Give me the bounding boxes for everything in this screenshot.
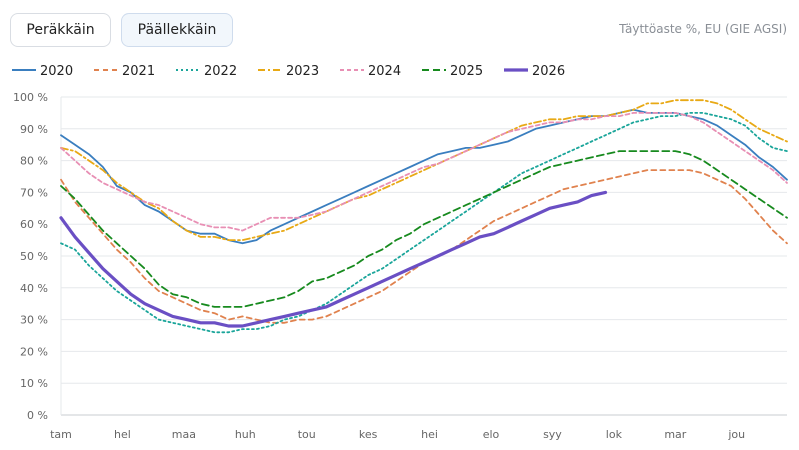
series-line-2025: [60, 150, 788, 308]
legend-label: 2022: [204, 64, 237, 79]
legend-item-2021: 2021: [94, 64, 155, 79]
x-tick-label: syy: [543, 428, 562, 441]
legend-item-2022: 2022: [176, 64, 237, 79]
series-line-2024: [60, 112, 788, 232]
x-tick-label: maa: [172, 428, 196, 441]
y-tick-label: 80 %: [20, 155, 48, 168]
legend-item-2026: 2026: [504, 64, 565, 79]
tab-paallekkain[interactable]: Päällekkäin: [121, 13, 233, 47]
chart-series: [59, 99, 788, 334]
series-line-2026: [59, 190, 608, 328]
chart-grid: [60, 96, 787, 416]
legend-label: 2025: [450, 64, 483, 79]
y-tick-label: 30 %: [20, 314, 48, 327]
series-line-2023: [60, 99, 788, 241]
y-axis: 0 % 10 % 20 % 30 % 40 % 50 % 60 % 70 % 80 % 90 % 1…: [13, 91, 48, 422]
x-tick-label: tou: [298, 428, 316, 441]
y-tick-label: 0 %: [27, 409, 48, 422]
y-tick-label: 40 %: [20, 282, 48, 295]
legend-item-2025: 2025: [422, 64, 483, 79]
x-tick-label: hel: [114, 428, 131, 441]
x-tick-label: tam: [50, 428, 72, 441]
x-tick-label: elo: [483, 428, 500, 441]
y-tick-label: 90 %: [20, 123, 48, 136]
line-chart: 2020 2021 2022 2023 2024 2025 2026 0 % 10 % 20 %…: [12, 64, 788, 441]
series-line-2021: [60, 169, 788, 324]
series-line-2022: [60, 112, 788, 334]
y-tick-label: 50 %: [20, 250, 48, 263]
x-axis: tam hel maa huh tou kes hei elo syy lok mar jou: [50, 428, 745, 441]
x-tick-label: mar: [664, 428, 686, 441]
x-tick-label: huh: [235, 428, 256, 441]
x-tick-label: kes: [359, 428, 378, 441]
x-tick-label: hei: [421, 428, 438, 441]
y-tick-label: 100 %: [13, 91, 48, 104]
y-tick-label: 70 %: [20, 186, 48, 199]
y-tick-label: 60 %: [20, 218, 48, 231]
source-label: Täyttöaste %, EU (GIE AGSI): [619, 22, 787, 36]
y-tick-label: 10 %: [20, 377, 48, 390]
x-tick-label: lok: [606, 428, 623, 441]
legend-item-2020: 2020: [12, 64, 73, 79]
y-tick-label: 20 %: [20, 345, 48, 358]
legend-item-2024: 2024: [340, 64, 401, 79]
x-tick-label: jou: [727, 428, 745, 441]
legend-label: 2020: [40, 64, 73, 79]
legend-label: 2021: [122, 64, 155, 79]
legend-item-2023: 2023: [258, 64, 319, 79]
legend-label: 2026: [532, 64, 565, 79]
chart-legend: 2020 2021 2022 2023 2024 2025 2026: [12, 64, 565, 79]
tab-perakkain[interactable]: Peräkkäin: [10, 13, 111, 47]
legend-label: 2024: [368, 64, 401, 79]
legend-label: 2023: [286, 64, 319, 79]
